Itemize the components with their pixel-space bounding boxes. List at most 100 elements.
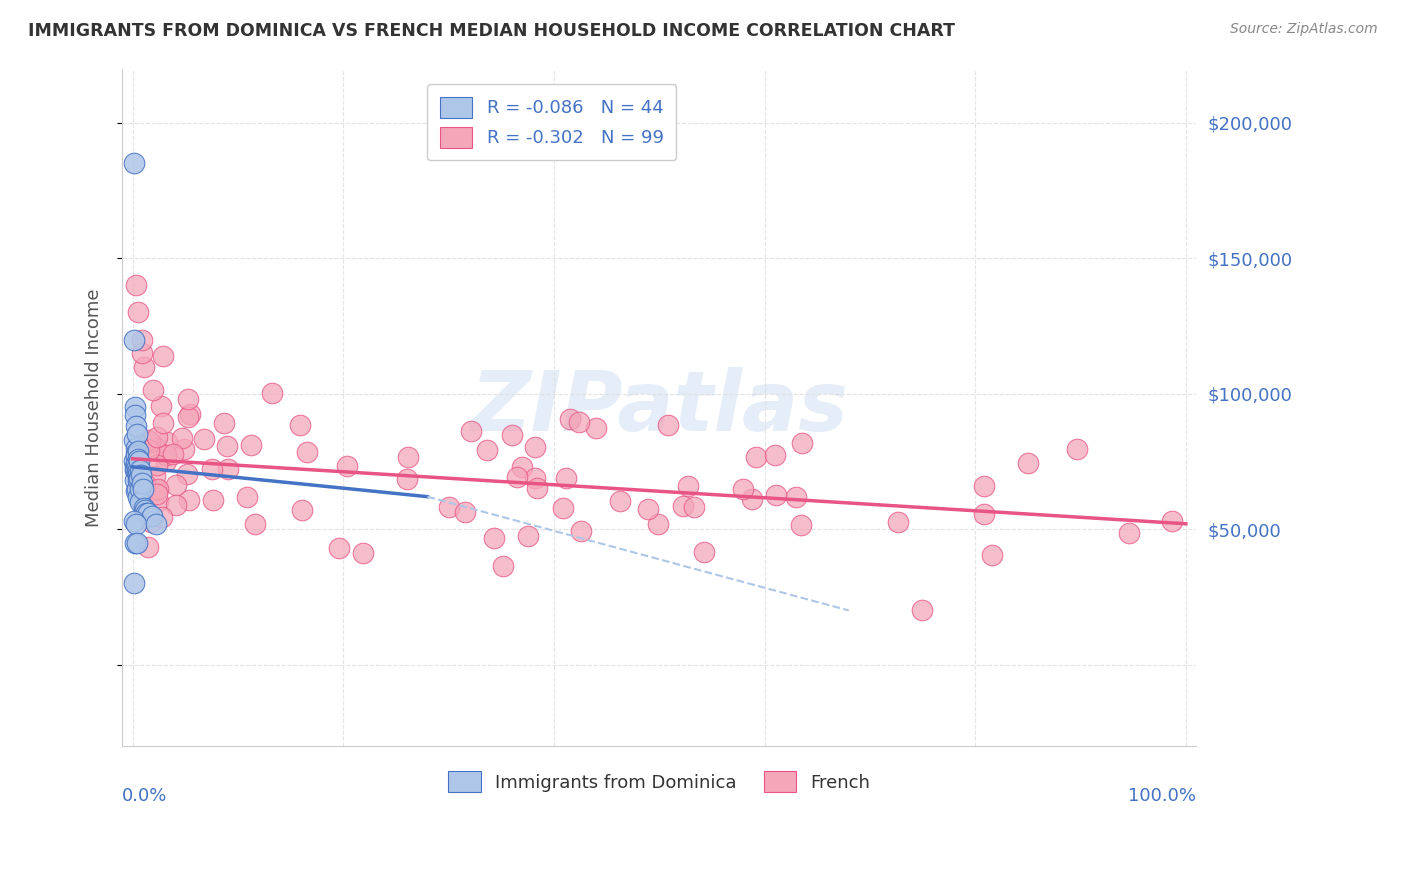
Point bbox=[214, 416, 236, 430]
Point bbox=[155, 449, 177, 463]
Point bbox=[217, 462, 239, 476]
Point bbox=[132, 482, 155, 496]
Point bbox=[124, 459, 146, 474]
Point bbox=[262, 386, 284, 401]
Text: Source: ZipAtlas.com: Source: ZipAtlas.com bbox=[1230, 22, 1378, 37]
Point bbox=[177, 492, 200, 507]
Point bbox=[125, 457, 148, 471]
Point bbox=[647, 516, 669, 531]
Point bbox=[672, 500, 695, 514]
Point bbox=[236, 490, 259, 504]
Point bbox=[1066, 442, 1088, 456]
Point bbox=[437, 500, 460, 514]
Point bbox=[127, 305, 149, 319]
Point bbox=[981, 548, 1004, 562]
Point bbox=[741, 492, 763, 507]
Point bbox=[127, 451, 149, 466]
Point bbox=[396, 472, 419, 486]
Point bbox=[122, 454, 145, 468]
Y-axis label: Median Household Income: Median Household Income bbox=[86, 288, 103, 526]
Point bbox=[127, 468, 149, 483]
Point bbox=[134, 476, 156, 491]
Point bbox=[138, 442, 160, 457]
Point bbox=[637, 501, 659, 516]
Point bbox=[501, 428, 523, 442]
Point bbox=[156, 435, 179, 450]
Point bbox=[1161, 514, 1184, 528]
Text: IMMIGRANTS FROM DOMINICA VS FRENCH MEDIAN HOUSEHOLD INCOME CORRELATION CHART: IMMIGRANTS FROM DOMINICA VS FRENCH MEDIA… bbox=[28, 22, 955, 40]
Point bbox=[136, 541, 159, 555]
Point bbox=[744, 450, 766, 465]
Point bbox=[202, 492, 225, 507]
Point bbox=[692, 545, 714, 559]
Point bbox=[176, 392, 198, 407]
Point bbox=[122, 156, 145, 170]
Point bbox=[454, 505, 477, 519]
Point bbox=[143, 441, 166, 455]
Point bbox=[506, 470, 529, 484]
Point bbox=[554, 470, 576, 484]
Point bbox=[125, 482, 148, 496]
Point bbox=[122, 433, 145, 447]
Point bbox=[122, 333, 145, 347]
Point bbox=[124, 409, 146, 423]
Point bbox=[128, 454, 150, 468]
Point bbox=[152, 417, 174, 431]
Point bbox=[125, 484, 148, 499]
Point bbox=[131, 346, 153, 360]
Point bbox=[125, 419, 148, 434]
Point bbox=[165, 478, 187, 492]
Point bbox=[328, 541, 350, 556]
Point bbox=[125, 441, 148, 455]
Point bbox=[201, 462, 224, 476]
Point bbox=[146, 458, 169, 473]
Point bbox=[551, 500, 574, 515]
Point bbox=[510, 459, 533, 474]
Point bbox=[790, 518, 813, 533]
Point bbox=[973, 507, 995, 521]
Point bbox=[125, 535, 148, 549]
Point bbox=[733, 482, 755, 496]
Point bbox=[217, 439, 239, 453]
Point bbox=[141, 515, 163, 529]
Point bbox=[124, 462, 146, 476]
Point bbox=[558, 412, 581, 426]
Text: 0.0%: 0.0% bbox=[122, 787, 167, 805]
Point bbox=[523, 440, 546, 454]
Point bbox=[683, 500, 706, 514]
Point bbox=[657, 418, 679, 433]
Point bbox=[785, 490, 807, 504]
Point bbox=[790, 435, 813, 450]
Point bbox=[239, 438, 262, 452]
Text: ZIPatlas: ZIPatlas bbox=[470, 367, 848, 448]
Point bbox=[136, 433, 159, 447]
Point bbox=[150, 509, 173, 524]
Point bbox=[585, 420, 607, 434]
Point bbox=[288, 417, 311, 432]
Point bbox=[124, 401, 146, 415]
Point bbox=[165, 499, 187, 513]
Point bbox=[124, 535, 146, 549]
Point bbox=[336, 459, 359, 474]
Point bbox=[155, 454, 177, 468]
Point bbox=[1118, 526, 1140, 541]
Point bbox=[763, 448, 786, 462]
Point bbox=[460, 425, 482, 439]
Point bbox=[911, 603, 934, 617]
Point bbox=[1017, 456, 1039, 470]
Point bbox=[131, 333, 153, 347]
Point bbox=[609, 494, 631, 508]
Point bbox=[134, 503, 156, 517]
Point bbox=[125, 427, 148, 442]
Point bbox=[125, 516, 148, 531]
Point bbox=[173, 442, 195, 457]
Point bbox=[193, 432, 215, 446]
Point bbox=[295, 445, 318, 459]
Point bbox=[139, 435, 162, 450]
Point bbox=[135, 506, 157, 520]
Point bbox=[475, 442, 498, 457]
Point bbox=[124, 474, 146, 488]
Point bbox=[517, 529, 540, 543]
Point bbox=[125, 278, 148, 293]
Point bbox=[125, 449, 148, 463]
